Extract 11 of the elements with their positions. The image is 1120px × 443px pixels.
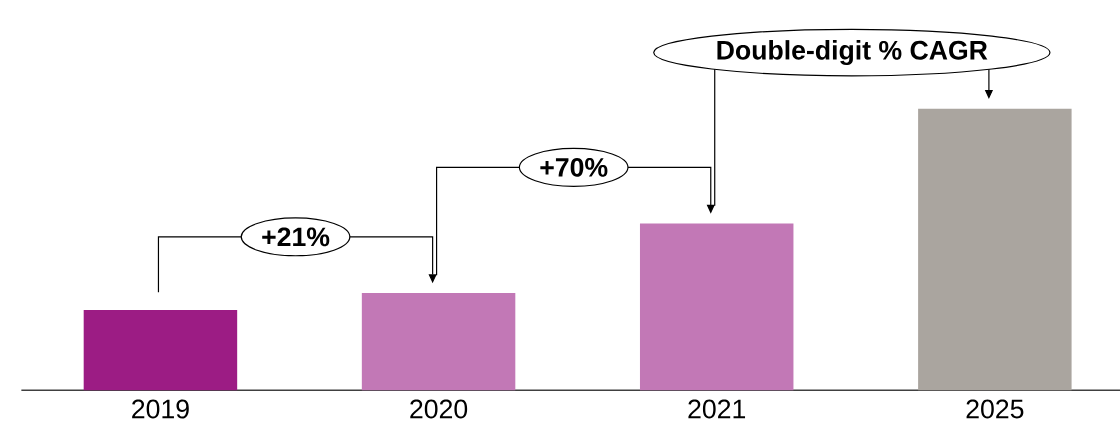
bar (83, 310, 238, 391)
x-tick-label: 2021 (688, 399, 746, 419)
bar (361, 293, 516, 391)
bar (918, 109, 1072, 391)
bar (639, 223, 794, 391)
annotation: +70% (540, 158, 608, 177)
x-tick-label: 2020 (410, 399, 468, 419)
text: Double-digit % CAGR (717, 40, 988, 66)
annotation: +21% (262, 227, 330, 247)
x-tick-label: 2025 (966, 399, 1024, 419)
x-tick-label: 2019 (132, 399, 189, 419)
